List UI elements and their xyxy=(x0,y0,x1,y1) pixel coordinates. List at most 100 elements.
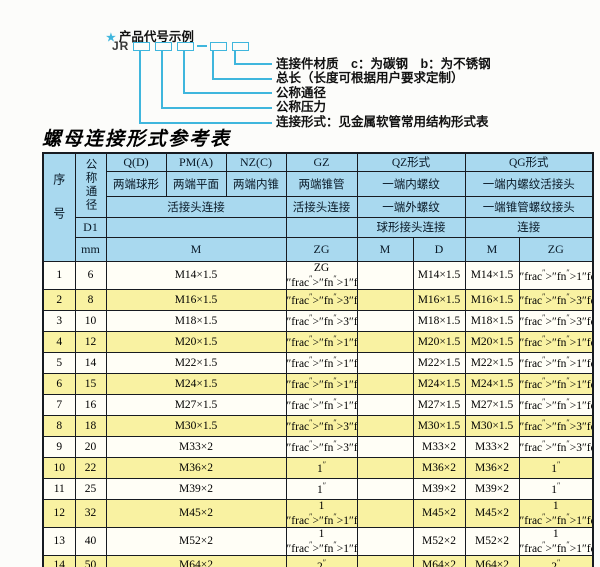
table-title: 螺母连接形式参考表 xyxy=(42,129,232,150)
header-col-q: Q(D) xyxy=(105,152,167,172)
table-cell xyxy=(356,477,414,500)
table-cell: ″frac″>″fn″>1″fd″>2″ xyxy=(518,351,594,374)
table-cell xyxy=(356,372,414,395)
table-cell: M36×2 xyxy=(105,456,287,479)
table-cell: M39×2 xyxy=(464,477,520,500)
table-cell: 1 ″frac″>″fn″>1″fd″>2″ xyxy=(518,526,594,556)
table-cell: 3 xyxy=(42,309,76,332)
table-cell: M33×2 xyxy=(464,435,520,458)
table-cell: ″frac″>″fn″>1″fd″>2″ xyxy=(285,351,358,374)
code-box-1 xyxy=(133,42,150,51)
code-box-5 xyxy=(232,42,249,51)
diagram-title-text: 产品代号示例 xyxy=(118,30,194,44)
header-union-conn: 活接头连接 xyxy=(105,195,287,218)
diagram-label-pressure: 公称压力 xyxy=(276,100,327,114)
connector-line xyxy=(161,107,272,109)
table-cell: M27×1.5 xyxy=(412,393,466,416)
diagram-title: ★ 产品代号示例 xyxy=(106,26,194,45)
table-cell: M20×1.5 xyxy=(105,330,287,353)
diagram-label-length: 总长（长度可根据用户要求定制） xyxy=(276,71,464,85)
table-cell: M22×1.5 xyxy=(464,351,520,374)
table-cell: 1″ xyxy=(285,456,358,479)
table-cell: ″frac″>″fn″>3″fd″>4″ xyxy=(285,414,358,437)
table-cell: M39×2 xyxy=(412,477,466,500)
code-box-3 xyxy=(177,42,194,51)
table-cell: 2″ xyxy=(518,554,594,567)
table-cell: 1 ″frac″>″fn″>1″fd″>4″ xyxy=(518,498,594,528)
table-cell: M64×2 xyxy=(464,554,520,567)
header-nz-sub: 两端内锥 xyxy=(225,170,287,197)
table-cell: 7 xyxy=(42,393,76,416)
table-cell: ″frac″>″fn″>3″fd″>4″ xyxy=(518,435,594,458)
header-seq: 序号 xyxy=(42,152,76,262)
table-row: 920M33×2″frac″>″fn″>3″fd″>4″M33×2M33×2″f… xyxy=(42,435,594,458)
connector-line xyxy=(161,51,163,108)
table-cell: M24×1.5 xyxy=(464,372,520,395)
table-cell: M52×2 xyxy=(464,526,520,556)
table-cell: 1″ xyxy=(518,477,594,500)
table-cell: M18×1.5 xyxy=(464,309,520,332)
diagram-label-material: 连接件材质 c：为碳钢 b：为不锈钢 xyxy=(276,57,491,71)
header-qg-conn: 连接 xyxy=(464,216,594,238)
table-cell: M45×2 xyxy=(105,498,287,528)
table-cell: ″frac″>″fn″>1″fd″>2″ xyxy=(518,393,594,416)
product-code-prefix: JR xyxy=(112,39,130,53)
table-cell: 2″ xyxy=(285,554,358,567)
table-cell: ″frac″>″fn″>1″fd″>2″ xyxy=(518,330,594,353)
table-cell: M16×1.5 xyxy=(105,288,287,311)
table-cell: 12 xyxy=(42,498,76,528)
table-cell: M14×1.5 xyxy=(412,260,466,290)
table-cell: M27×1.5 xyxy=(464,393,520,416)
table-cell: M52×2 xyxy=(412,526,466,556)
table-cell: 25 xyxy=(74,477,107,500)
header-m3: M xyxy=(464,236,520,262)
table-cell: M64×2 xyxy=(412,554,466,567)
table-row: 310M18×1.5″frac″>″fn″>3″fd″>8″M18×1.5M18… xyxy=(42,309,594,332)
table-cell: 6 xyxy=(42,372,76,395)
table-cell: 12 xyxy=(74,330,107,353)
table-cell: ″frac″>″fn″>1″fd″>2″ xyxy=(285,372,358,395)
table-cell: 6 xyxy=(74,260,107,290)
header-m2: M xyxy=(356,236,414,262)
table-cell: ″frac″>″fn″>3″fd″>8″ xyxy=(285,288,358,311)
table-cell: M14×1.5 xyxy=(105,260,287,290)
connector-line xyxy=(139,122,272,124)
table-cell xyxy=(356,554,414,567)
connector-line xyxy=(139,51,141,123)
header-zg2: ZG xyxy=(518,236,594,262)
header-d1: D1 xyxy=(74,216,107,238)
header-qg-group: QG形式 xyxy=(464,152,594,172)
table-cell: 9 xyxy=(42,435,76,458)
connector-line xyxy=(212,78,272,80)
star-icon: ★ xyxy=(106,32,116,44)
header-mm: mm xyxy=(74,236,107,262)
table-cell: M36×2 xyxy=(412,456,466,479)
table-cell: M52×2 xyxy=(105,526,287,556)
table-cell: 14 xyxy=(74,351,107,374)
connector-line xyxy=(183,92,272,94)
table-cell: M16×1.5 xyxy=(412,288,466,311)
table-cell: ″frac″>″fn″>3″fd″>8″ xyxy=(518,309,594,332)
code-box-4 xyxy=(210,42,227,51)
table-cell xyxy=(356,414,414,437)
table-row: 28M16×1.5″frac″>″fn″>3″fd″>8″M16×1.5M16×… xyxy=(42,288,594,311)
nut-connection-table: 序号 公称通径 Q(D) PM(A) NZ(C) GZ QZ形式 QG形式 两端… xyxy=(42,152,594,567)
table-cell: ″frac″>″fn″>3″fd″>8″ xyxy=(518,288,594,311)
header-qg-sub1: 一端内螺纹活接头 xyxy=(464,170,594,197)
table-cell: 50 xyxy=(74,554,107,567)
table-cell xyxy=(356,288,414,311)
table-cell: M33×2 xyxy=(105,435,287,458)
table-cell: 22 xyxy=(74,456,107,479)
table-cell: 10 xyxy=(42,456,76,479)
table-cell: M20×1.5 xyxy=(464,330,520,353)
table-row: 412M20×1.5″frac″>″fn″>1″fd″>2″M20×1.5M20… xyxy=(42,330,594,353)
header-col-pm: PM(A) xyxy=(165,152,227,172)
empty-cell xyxy=(285,216,358,238)
table-cell: M22×1.5 xyxy=(105,351,287,374)
table-cell: M18×1.5 xyxy=(412,309,466,332)
connector-line xyxy=(234,63,272,65)
